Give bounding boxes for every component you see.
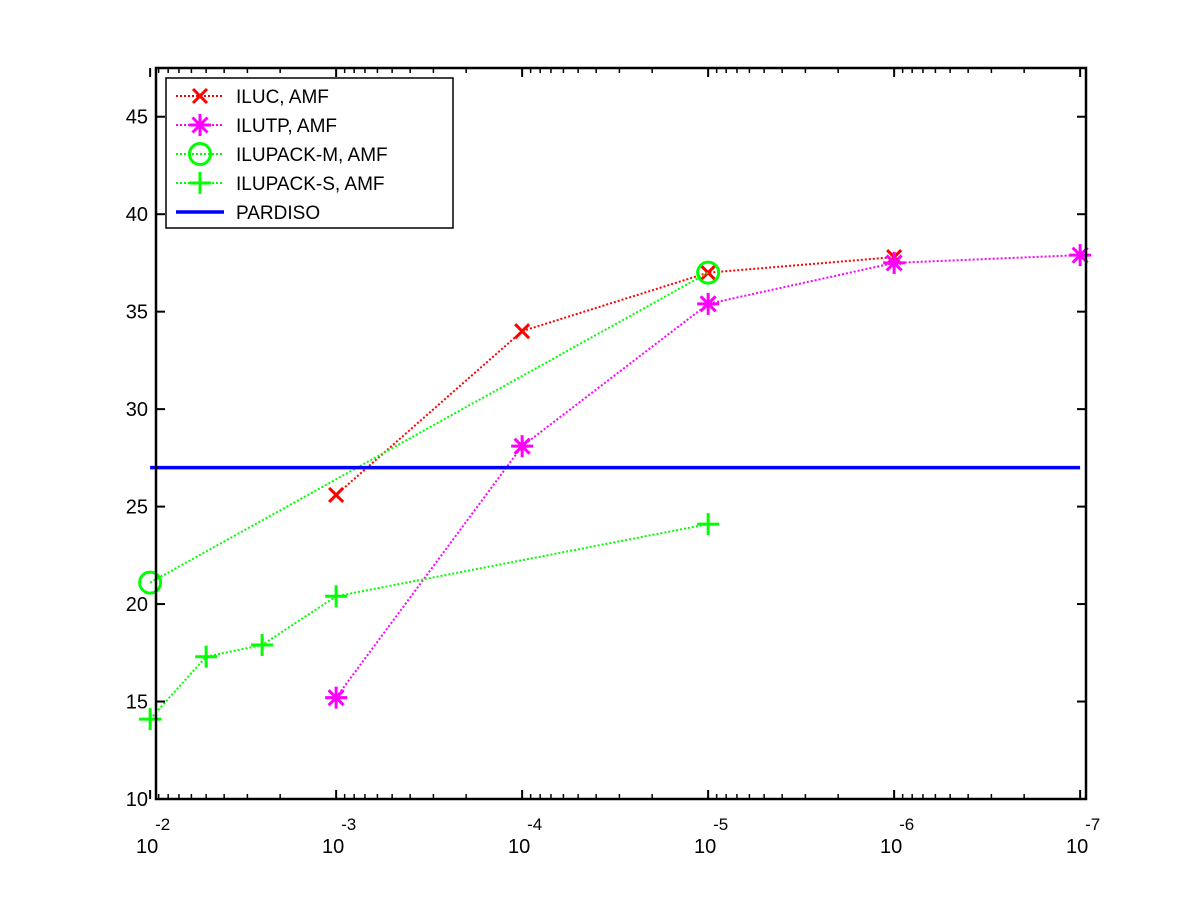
y-tick-label: 15 [126, 692, 148, 714]
y-tick-label: 25 [126, 497, 148, 519]
plot-frame [154, 66, 1088, 801]
legend-item-ilupack-s-amf: ILUPACK-S, AMF [176, 172, 385, 195]
x-tick-label-exponent: -4 [527, 815, 542, 834]
series-line [335, 254, 1081, 699]
legend-marker [188, 142, 212, 166]
y-tick-label: 40 [126, 204, 148, 226]
data-point [325, 686, 348, 709]
legend: ILUC, AMF ILUTP, AMF ILUPACK-M, AMF ILUPACK… [165, 77, 454, 229]
y-tick-label: 30 [126, 399, 148, 421]
legend-item-ilupack-m-amf: ILUPACK-M, AMF [176, 142, 388, 166]
data-point [251, 634, 274, 657]
series-line [335, 256, 895, 496]
y-tick-label: 45 [126, 107, 148, 129]
x-tick-label-base: 10 [1066, 836, 1088, 858]
data-point [697, 292, 720, 315]
legend-item-ilutp-amf: ILUTP, AMF [176, 114, 337, 137]
legend-item-iluc-amf: ILUC, AMF [176, 87, 329, 108]
x-tick-label-base: 10 [508, 836, 530, 858]
data-point [511, 435, 534, 458]
x-tick-label-exponent: -7 [1085, 815, 1100, 834]
data-point [700, 264, 717, 281]
y-tick-label: 20 [126, 594, 148, 616]
x-tick-label-exponent: -2 [155, 815, 170, 834]
x-tick-label-exponent: -3 [341, 815, 356, 834]
legend-label: ILUPACK-M, AMF [236, 145, 388, 166]
x-tick-label-exponent: -5 [713, 815, 728, 834]
y-tick-label: 10 [126, 789, 148, 811]
x-tick-label-base: 10 [694, 836, 716, 858]
data-point [139, 708, 162, 731]
legend-label: ILUPACK-S, AMF [236, 174, 385, 195]
data-point [514, 323, 531, 340]
x-tick-label-base: 10 [880, 836, 902, 858]
y-tick-label: 35 [126, 302, 148, 324]
data-point [325, 585, 348, 608]
series-ilutp-amf [325, 244, 1092, 709]
legend-marker [189, 172, 211, 194]
x-tick-label-base: 10 [322, 836, 344, 858]
data-point [195, 645, 218, 668]
data-point [696, 260, 721, 285]
series-ilupack-m-amf [138, 260, 721, 595]
series-ilupack-s-amf [139, 513, 720, 731]
data-point [883, 251, 906, 274]
legend-label: ILUC, AMF [236, 87, 329, 108]
legend-label: PARDISO [236, 203, 320, 224]
legend-marker [191, 87, 209, 105]
legend-item-pardiso: PARDISO [176, 203, 320, 224]
x-tick-label-base: 10 [136, 836, 158, 858]
series-layer [138, 244, 1092, 731]
x-tick-label-exponent: -6 [899, 815, 914, 834]
data-point [697, 513, 720, 536]
data-point [138, 570, 163, 595]
data-point [328, 486, 345, 503]
legend-label: ILUTP, AMF [236, 116, 337, 137]
legend-marker [189, 114, 211, 136]
